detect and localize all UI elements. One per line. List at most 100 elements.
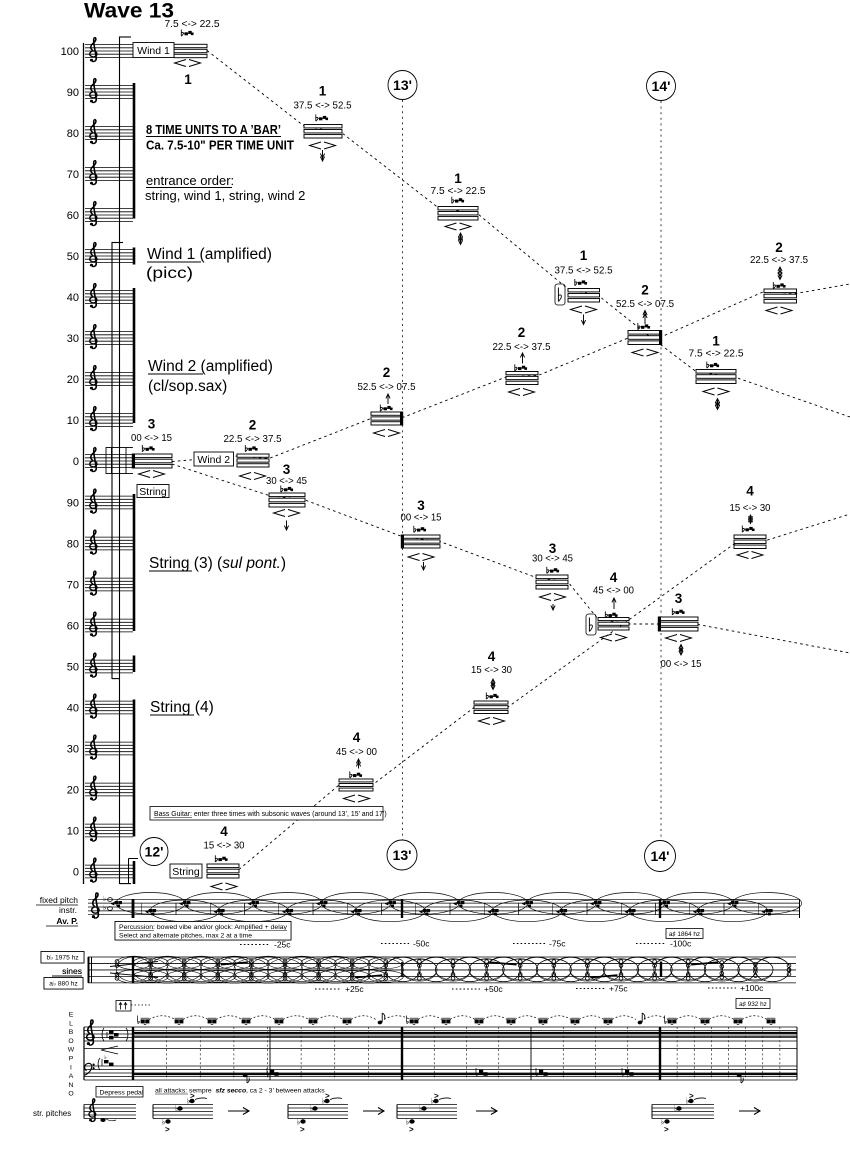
svg-text:8 TIME UNITS TO A ’BAR’: 8 TIME UNITS TO A ’BAR’ [146, 122, 281, 137]
svg-text:4: 4 [488, 649, 496, 664]
svg-text:>: > [434, 1092, 439, 1101]
svg-text:30: 30 [67, 333, 79, 345]
svg-text:50: 50 [67, 251, 79, 263]
svg-text:♭: ♭ [431, 1097, 435, 1106]
svg-text:sines: sines [62, 966, 82, 976]
svg-text:N: N [69, 1082, 74, 1089]
svg-text:♭: ♭ [104, 1054, 107, 1061]
svg-text:-100c: -100c [670, 939, 692, 949]
svg-text:>: > [409, 1125, 414, 1134]
svg-text:a♯ 932 hz: a♯ 932 hz [739, 1001, 767, 1008]
svg-text:14': 14' [651, 848, 670, 864]
svg-text:b♭ 1975 hz: b♭ 1975 hz [46, 954, 78, 962]
svg-text:A: A [69, 1073, 74, 1080]
svg-text:str. pitches: str. pitches [33, 1109, 71, 1118]
svg-text:30 <-> 45: 30 <-> 45 [532, 554, 573, 565]
svg-text:2: 2 [383, 365, 391, 380]
svg-text:O: O [68, 1091, 73, 1098]
svg-text:90: 90 [67, 87, 79, 99]
svg-text:7.5 <-> 22.5: 7.5 <-> 22.5 [431, 186, 486, 197]
svg-text:15 <-> 30: 15 <-> 30 [204, 841, 245, 852]
svg-text:(picc): (picc) [146, 265, 193, 282]
svg-text:1: 1 [184, 72, 192, 87]
svg-text:37.5 <-> 52.5: 37.5 <-> 52.5 [555, 266, 613, 277]
svg-text:Select and alternate pitches,: Select and alternate pitches, max 2 at a… [119, 933, 252, 940]
svg-text:3: 3 [148, 417, 156, 432]
svg-text:>: > [325, 1092, 330, 1101]
svg-text:sfz secco: sfz secco [216, 1088, 247, 1095]
svg-text:4: 4 [220, 824, 228, 839]
svg-text:90: 90 [67, 498, 79, 510]
svg-text:♭: ♭ [310, 1104, 314, 1113]
svg-text:String: String [172, 866, 200, 878]
svg-text:30: 30 [67, 744, 79, 756]
svg-text:sines: sines [62, 966, 82, 976]
svg-text:-25c: -25c [274, 940, 291, 950]
svg-text:60: 60 [67, 210, 79, 222]
svg-text:♭: ♭ [187, 1097, 191, 1106]
svg-text:fixed pitch: fixed pitch [40, 895, 79, 905]
svg-text:00 <-> 15: 00 <-> 15 [401, 513, 442, 524]
svg-text:00 <-> 15: 00 <-> 15 [661, 659, 702, 670]
svg-text:1: 1 [454, 171, 462, 186]
svg-text:>: > [664, 1125, 669, 1134]
svg-text:22.5 <-> 37.5: 22.5 <-> 37.5 [224, 434, 282, 445]
svg-text:52.5 <-> 07.5: 52.5 <-> 07.5 [358, 382, 416, 393]
svg-text:+75c: +75c [609, 984, 628, 994]
svg-text:-50c: -50c [413, 939, 430, 949]
svg-text:52.5 <-> 07.5: 52.5 <-> 07.5 [616, 299, 674, 310]
svg-text:♭: ♭ [406, 1118, 410, 1127]
svg-text:100: 100 [61, 46, 79, 58]
svg-text:15 <-> 30: 15 <-> 30 [730, 503, 771, 514]
svg-text:W: W [68, 1047, 75, 1054]
svg-text:all attacks: sempre: all attacks: sempre [155, 1088, 212, 1095]
svg-text:String (3) (sul pont.): String (3) (sul pont.) [149, 555, 286, 572]
svg-text:♭: ♭ [419, 1104, 423, 1113]
svg-text:String (4): String (4) [150, 699, 214, 716]
svg-text:, ca 2 - 3’ between attacks: , ca 2 - 3’ between attacks [246, 1088, 325, 1095]
svg-text:1: 1 [580, 248, 588, 263]
svg-text:22.5 <-> 37.5: 22.5 <-> 37.5 [493, 342, 551, 353]
svg-text:Wind 1 (amplified): Wind 1 (amplified) [147, 246, 272, 263]
svg-text:Wind 2: Wind 2 [197, 454, 230, 466]
svg-text:Wind 1: Wind 1 [137, 45, 170, 57]
svg-text:12': 12' [145, 844, 164, 860]
svg-text:4: 4 [746, 484, 754, 499]
svg-text:2: 2 [775, 240, 783, 255]
svg-text:3: 3 [283, 462, 291, 477]
svg-text:22.5 <-> 37.5: 22.5 <-> 37.5 [750, 255, 808, 266]
svg-text:4: 4 [610, 570, 618, 585]
svg-text:♭: ♭ [674, 1104, 678, 1113]
svg-text:14': 14' [652, 78, 671, 94]
svg-text:a♭ 880 hz: a♭ 880 hz [49, 980, 77, 988]
svg-text:>: > [300, 1125, 305, 1134]
svg-text:+25c: +25c [345, 984, 364, 994]
svg-text:>: > [689, 1092, 694, 1101]
svg-text:Av. P.: Av. P. [56, 916, 78, 926]
svg-text:string, wind 1, string, wind 2: string, wind 1, string, wind 2 [145, 188, 305, 203]
svg-text:50: 50 [67, 662, 79, 674]
svg-text:O: O [68, 1038, 73, 1045]
svg-text:instr.: instr. [59, 905, 77, 915]
svg-text:P: P [69, 1056, 74, 1063]
svg-text:-75c: -75c [549, 939, 566, 949]
svg-text:Ca. 7.5-10" PER TIME UNIT: Ca. 7.5-10" PER TIME UNIT [146, 138, 294, 153]
svg-text:Percussion: bowed vibe and/or: Percussion: bowed vibe and/or glock: Amp… [119, 924, 288, 931]
svg-text:♭: ♭ [103, 895, 106, 903]
svg-text:3: 3 [417, 498, 425, 513]
svg-text:♭: ♭ [322, 1097, 326, 1106]
svg-text:7.5 <-> 22.5: 7.5 <-> 22.5 [165, 19, 220, 30]
svg-text:+50c: +50c [484, 984, 503, 994]
svg-text:4: 4 [353, 730, 361, 745]
svg-text:♭: ♭ [297, 1118, 301, 1127]
svg-text:+100c: +100c [740, 983, 764, 993]
svg-text:0: 0 [73, 867, 79, 879]
svg-text:20: 20 [67, 785, 79, 797]
svg-text:30 <-> 45: 30 <-> 45 [266, 476, 307, 487]
svg-text:1: 1 [319, 84, 327, 99]
svg-text:Bass Guitar: enter three times: Bass Guitar: enter three times with subs… [154, 811, 387, 818]
svg-text:3: 3 [549, 541, 557, 556]
svg-text:7.5 <-> 22.5: 7.5 <-> 22.5 [689, 349, 744, 360]
svg-text:(cl/sop.sax): (cl/sop.sax) [148, 378, 227, 395]
svg-text:I: I [70, 1064, 72, 1071]
